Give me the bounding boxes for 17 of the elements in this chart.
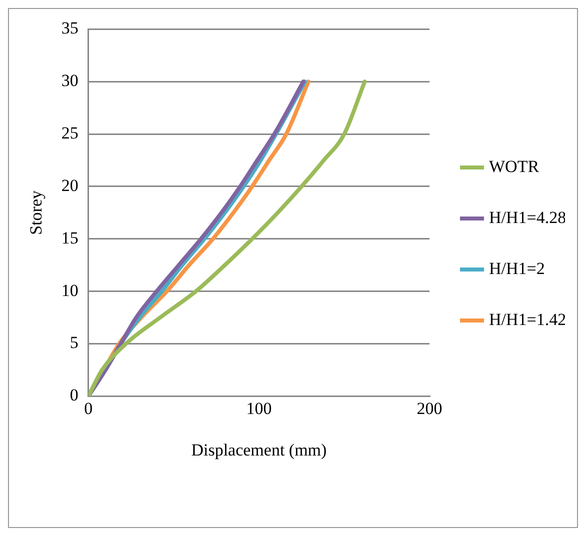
legend-label: H/H1=1.42 xyxy=(489,310,566,329)
y-tick-label: 35 xyxy=(61,18,78,38)
y-tick-label: 10 xyxy=(61,280,78,300)
y-axis-title: Storey xyxy=(26,190,46,235)
y-tick-label: 25 xyxy=(61,124,78,143)
y-tick-label: 30 xyxy=(61,71,78,90)
x-tick-label: 100 xyxy=(246,398,272,418)
y-tick-label: 15 xyxy=(61,228,78,248)
x-tick-label: 0 xyxy=(84,398,93,418)
x-tick-label: 200 xyxy=(416,398,442,418)
y-tick-label: 5 xyxy=(70,333,78,352)
x-axis-title: Displacement (mm) xyxy=(191,440,327,460)
y-tick-label: 0 xyxy=(70,386,78,405)
line-series xyxy=(88,80,367,396)
legend-label: H/H1=2 xyxy=(489,258,545,278)
legend-label: WOTR xyxy=(489,156,540,176)
y-tick-label: 20 xyxy=(61,176,78,195)
